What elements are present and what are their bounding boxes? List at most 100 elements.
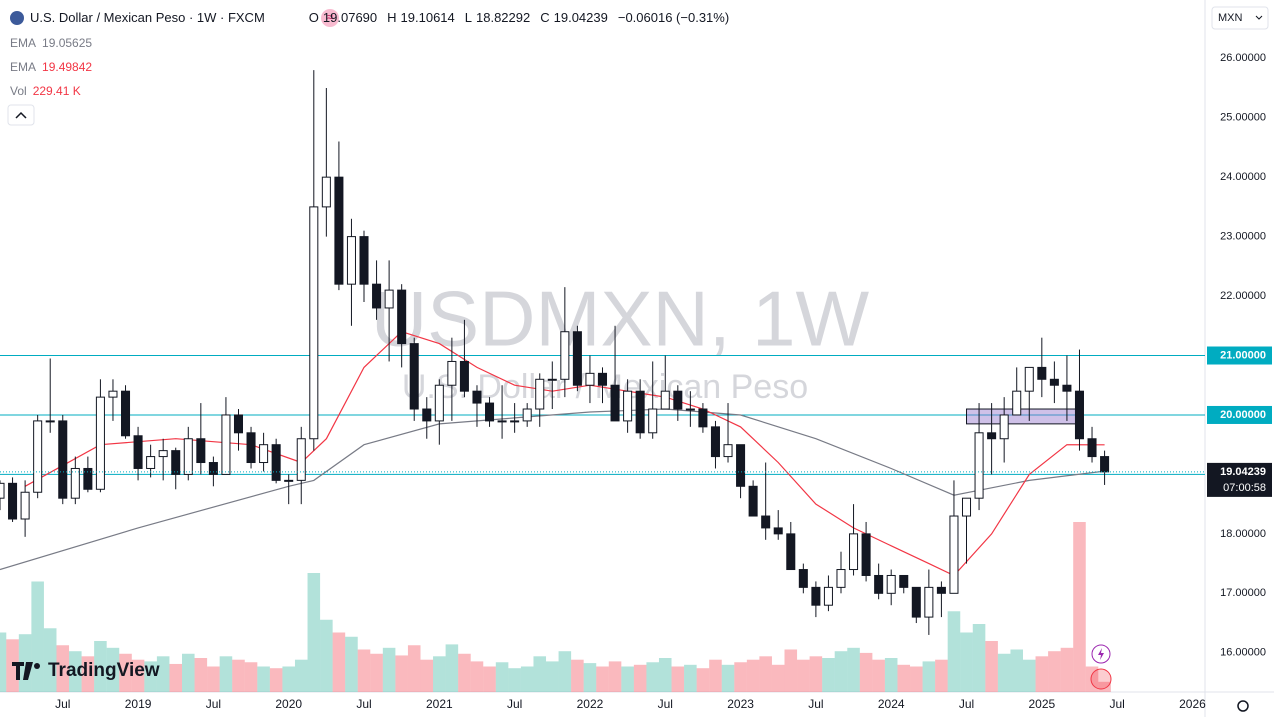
volume-bar <box>483 666 496 692</box>
volume-bar <box>583 663 597 692</box>
candle-body <box>849 533 859 571</box>
volume-bar <box>571 659 584 692</box>
ohlc-label: L <box>464 10 472 25</box>
volume-bar <box>395 655 408 692</box>
y-tick-label: 23.00000 <box>1220 231 1266 243</box>
indicator-name: EMA <box>10 36 37 50</box>
volume-bar <box>596 666 609 692</box>
volume-bar <box>960 632 973 692</box>
volume-bar <box>182 653 195 692</box>
indicator: EMA 19.05625 <box>10 36 92 50</box>
candle-body <box>208 462 218 475</box>
collapse-button[interactable] <box>7 104 35 126</box>
candle-body <box>949 515 959 594</box>
candle-body <box>673 390 683 410</box>
volume-bar <box>495 662 509 692</box>
volume-bar <box>407 645 421 692</box>
candle-body <box>610 384 620 422</box>
volume-bar <box>847 647 860 692</box>
candle-body <box>723 444 733 458</box>
dropdown-arrow <box>1255 15 1263 20</box>
candle-body <box>183 438 193 475</box>
candle-body <box>359 236 369 285</box>
volume-bar <box>156 656 170 692</box>
event-flag[interactable] <box>1090 668 1112 690</box>
candle-body <box>422 408 432 422</box>
candle-body <box>861 533 871 576</box>
volume-bar <box>533 656 547 692</box>
candle-body <box>459 360 469 392</box>
logo: TradingView <box>12 660 160 681</box>
volume-bar <box>558 651 572 692</box>
volume-bar <box>1098 681 1111 692</box>
ohlc-value: 19.07690 <box>322 10 378 25</box>
candle-body <box>121 390 131 437</box>
volume-bar <box>696 668 710 692</box>
indicator-value: 229.41 K <box>32 84 81 98</box>
collapse-arrow <box>15 111 27 119</box>
candle-body <box>999 414 1009 440</box>
volume-bar <box>646 662 659 692</box>
volume-bar <box>520 666 534 692</box>
volume-bar <box>658 658 672 692</box>
y-tick-label: 18.00000 <box>1220 528 1266 540</box>
volume-bar <box>169 663 183 692</box>
candle-body <box>1037 366 1047 380</box>
candle-body <box>83 467 93 490</box>
y-tick-label: 24.00000 <box>1220 171 1266 183</box>
y-tick-label: 25.00000 <box>1220 112 1266 124</box>
volume-bar <box>1035 656 1049 692</box>
volume-bar <box>458 653 471 692</box>
volume-bar <box>822 658 835 692</box>
candle-body <box>384 289 394 309</box>
candle-body <box>0 482 5 499</box>
volume-bar <box>947 611 961 692</box>
candle-body <box>823 586 833 606</box>
volume-bar <box>257 666 270 692</box>
candle-body <box>309 206 319 440</box>
volume-bar <box>320 619 333 692</box>
candle-body <box>246 432 256 464</box>
candle-body <box>321 176 331 208</box>
logo-mark <box>12 662 33 680</box>
currency-box[interactable] <box>1211 6 1269 30</box>
candle-body <box>886 574 896 594</box>
candle-body <box>560 331 570 380</box>
candle-body <box>221 414 231 475</box>
ohlc-value: 19.10614 <box>400 10 455 25</box>
volume-bar <box>1060 647 1074 692</box>
volume-bar <box>771 664 785 692</box>
x-tick-label: 2024 <box>878 697 905 711</box>
candle-body <box>623 390 633 422</box>
volume-bar <box>734 662 747 692</box>
candle-body <box>1062 384 1072 392</box>
level-label-bg <box>1207 405 1272 424</box>
volume-bar <box>1048 651 1061 692</box>
x-tick-label: 2023 <box>727 697 754 711</box>
settings-icon[interactable] <box>1237 700 1249 712</box>
candle-body <box>8 482 18 520</box>
volume-bar <box>370 653 383 692</box>
watermark-title: USDMXN, 1W <box>371 275 870 363</box>
volume-bar <box>759 656 772 692</box>
candle-body <box>409 343 419 410</box>
candle-body <box>811 586 821 606</box>
logo-dot <box>34 663 40 669</box>
volume-bar <box>106 647 120 692</box>
candle-body <box>233 414 244 434</box>
volume-bar <box>31 581 44 692</box>
volume-bar <box>194 658 208 692</box>
y-tick-label: 17.00000 <box>1220 587 1266 599</box>
candle-body <box>485 402 495 422</box>
candle-body <box>20 491 30 520</box>
compare-icon[interactable] <box>321 9 339 27</box>
ohlc-label: C <box>540 10 550 25</box>
x-tick-label: 2025 <box>1028 697 1055 711</box>
level-label-bg <box>1207 346 1272 365</box>
candle-body <box>836 569 846 588</box>
candle-body <box>911 586 921 618</box>
zone <box>966 408 1080 425</box>
candle-body <box>284 479 294 482</box>
indicator-name: Vol <box>10 84 27 98</box>
